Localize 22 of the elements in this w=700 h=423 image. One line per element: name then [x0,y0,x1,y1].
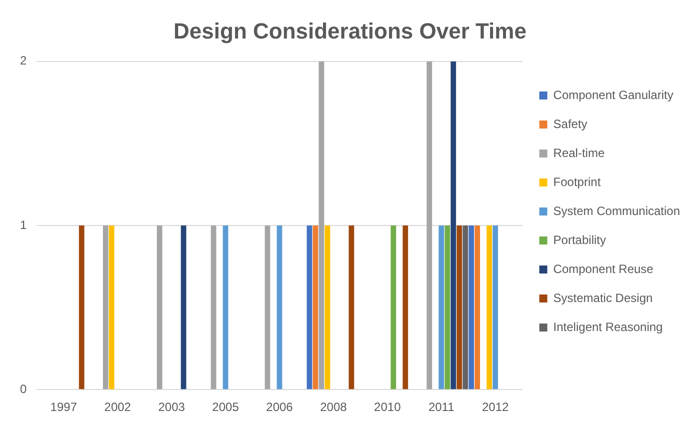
x-tick-label: 1997 [50,400,78,414]
x-tick-label: 2003 [158,400,186,414]
legend-label: Portability [553,232,606,247]
x-tick-label: 2006 [266,400,294,414]
legend-label: Safety [553,116,588,131]
x-tick-label: 2011 [428,400,455,414]
chart-title: Design Considerations Over Time [174,18,526,44]
y-tick-label: 0 [20,382,27,396]
legend-label: Component Ganularity [553,88,674,102]
legend-label: Inteligent Reasoning [553,320,663,334]
legend-label: Component Reuse [553,262,654,276]
y-tick-label: 1 [20,218,27,232]
y-tick-label: 2 [20,54,27,68]
legend-label: Systematic Design [553,290,653,305]
x-tick-label: 2010 [374,400,402,414]
x-tick-label: 2008 [320,400,348,414]
legend-label: Footprint [553,174,602,189]
x-tick-label: 2002 [104,400,132,414]
legend-label: System Communication [553,204,680,218]
x-tick-label: 2005 [212,400,240,414]
x-tick-label: 2012 [482,400,509,414]
legend-label: Real-time [553,146,605,160]
